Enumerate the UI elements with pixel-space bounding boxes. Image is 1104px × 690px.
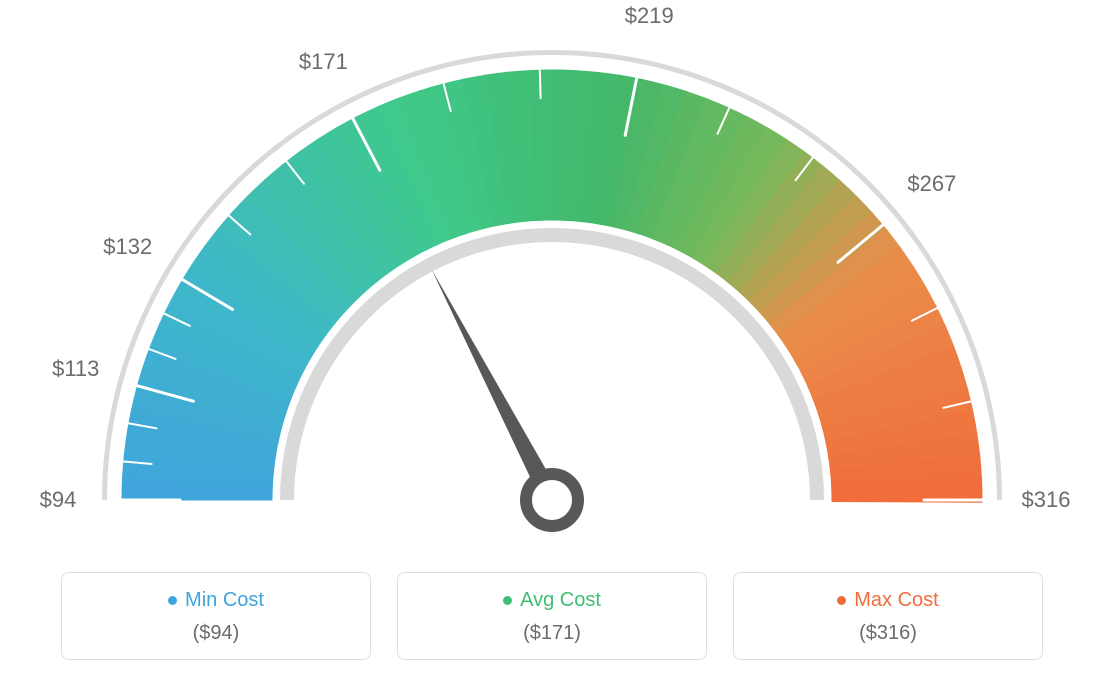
legend-title-max: Max Cost	[837, 589, 938, 612]
gauge-svg	[0, 0, 1104, 560]
legend-label-avg: Avg Cost	[520, 589, 601, 612]
gauge-tick-label: $267	[907, 171, 956, 197]
cost-gauge: $94 $113 $132 $171 $219 $267 $316	[0, 0, 1104, 560]
legend-value-max: ($316)	[734, 622, 1042, 645]
legend-card-avg: Avg Cost ($171)	[397, 572, 707, 660]
legend-dot-max	[837, 596, 846, 605]
legend-card-min: Min Cost ($94)	[61, 572, 371, 660]
legend-row: Min Cost ($94) Avg Cost ($171) Max Cost …	[0, 572, 1104, 660]
legend-card-max: Max Cost ($316)	[733, 572, 1043, 660]
legend-value-min: ($94)	[62, 622, 370, 645]
gauge-tick-label: $219	[625, 3, 674, 29]
gauge-tick-label: $316	[1022, 487, 1071, 513]
legend-title-min: Min Cost	[168, 589, 264, 612]
legend-label-max: Max Cost	[854, 589, 938, 612]
legend-dot-avg	[503, 596, 512, 605]
legend-title-avg: Avg Cost	[503, 589, 601, 612]
legend-value-avg: ($171)	[398, 622, 706, 645]
gauge-tick-label: $171	[299, 49, 348, 75]
gauge-tick-label: $113	[52, 356, 99, 382]
gauge-tick-label: $94	[40, 487, 77, 513]
legend-dot-min	[168, 596, 177, 605]
legend-label-min: Min Cost	[185, 589, 264, 612]
gauge-tick-label: $132	[103, 234, 152, 260]
